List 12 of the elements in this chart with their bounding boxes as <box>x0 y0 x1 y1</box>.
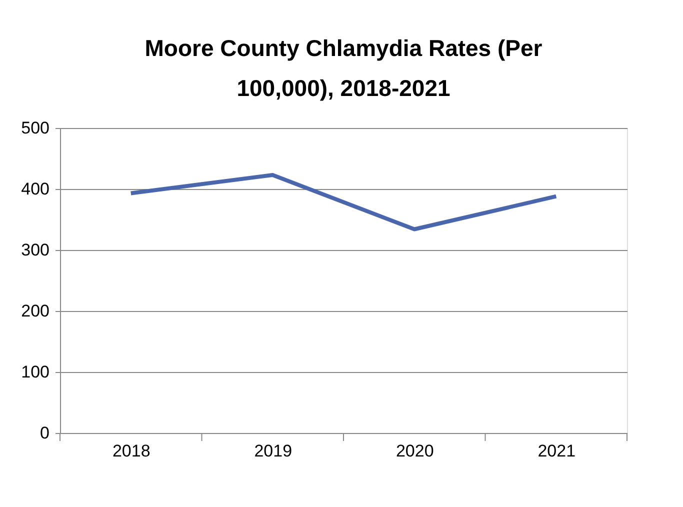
x-tick-label: 2021 <box>538 442 576 460</box>
y-tick-label: 0 <box>40 424 50 442</box>
line-series <box>128 172 558 232</box>
y-tick-label: 500 <box>21 118 50 138</box>
chart-title: Moore County Chlamydia Rates (Per 100,000), 2018-2021 <box>144 35 542 101</box>
y-tick-label: 300 <box>21 240 50 260</box>
y-tick-label: 200 <box>21 302 50 320</box>
y-tick-label: 100 <box>21 362 50 382</box>
x-tick-label: 2020 <box>396 442 434 460</box>
y-tick-label: 400 <box>21 180 50 198</box>
x-tick-label: 2019 <box>254 442 292 460</box>
x-tick-label: 2018 <box>112 442 150 460</box>
